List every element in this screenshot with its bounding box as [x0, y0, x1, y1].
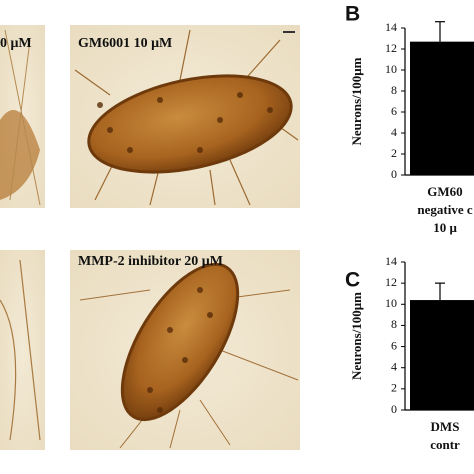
- y-tick-label: 8: [391, 317, 397, 331]
- panel-label: GM6001 10 μM: [78, 36, 172, 51]
- x-tick-label: negative c: [417, 202, 472, 217]
- y-tick-label: 12: [385, 275, 397, 289]
- y-axis-label: Neurons/100μm: [349, 292, 364, 380]
- y-tick-label: 2: [391, 381, 397, 395]
- y-tick-label: 6: [391, 104, 397, 118]
- y-tick-label: 6: [391, 338, 397, 352]
- y-tick-label: 4: [391, 125, 397, 139]
- panel-label: MMP-2 inhibitor 20 μM: [78, 254, 223, 269]
- y-tick-label: 8: [391, 83, 397, 97]
- micrographs: [0, 25, 300, 450]
- x-tick-label: 10 μ: [433, 220, 457, 235]
- y-axis-label: Neurons/100μm: [349, 57, 364, 145]
- y-tick-label: 10: [385, 296, 397, 310]
- y-tick-label: 10: [385, 62, 397, 76]
- y-tick-label: 14: [385, 20, 397, 34]
- y-tick-label: 0: [391, 402, 397, 416]
- y-tick-label: 12: [385, 41, 397, 55]
- y-tick-label: 2: [391, 146, 397, 160]
- y-tick-label: 14: [385, 254, 397, 268]
- panel-letter: C: [345, 269, 360, 292]
- bar: [410, 41, 474, 176]
- x-tick-label: contr: [430, 437, 460, 452]
- panel-label: 0 μM: [0, 36, 32, 51]
- x-tick-label: DMS: [431, 419, 460, 434]
- y-tick-label: 4: [391, 359, 397, 373]
- y-tick-label: 0: [391, 167, 397, 181]
- bar: [410, 300, 474, 410]
- panel-letter: B: [345, 3, 360, 26]
- x-tick-label: GM60: [427, 184, 462, 199]
